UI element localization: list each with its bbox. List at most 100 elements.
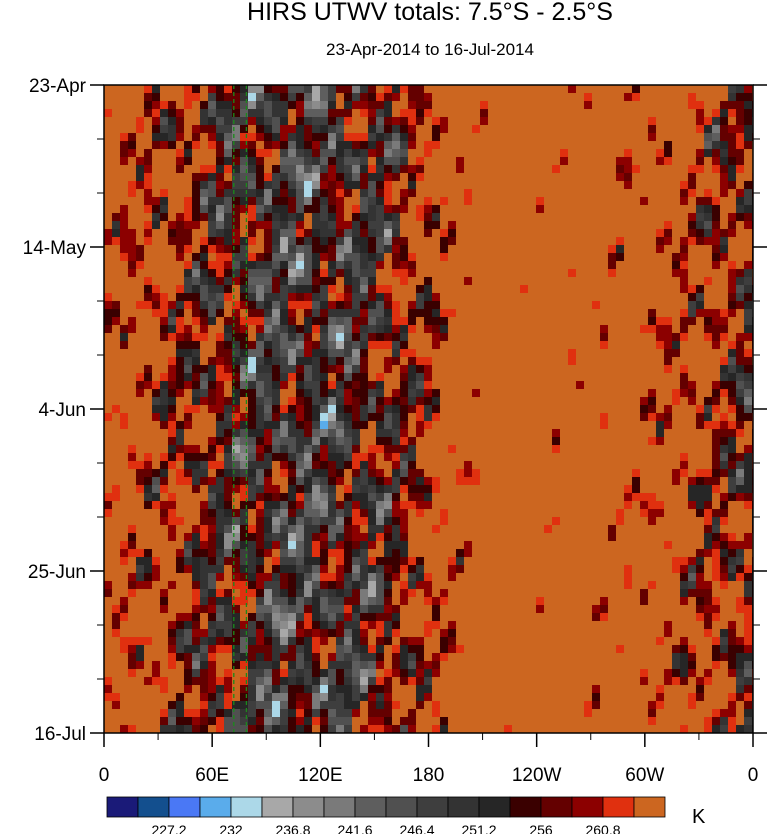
heatmap-cell: [424, 245, 433, 254]
heatmap-cell: [608, 125, 617, 134]
heatmap-cell: [648, 357, 657, 366]
heatmap-cell: [408, 541, 417, 550]
heatmap-cell: [616, 501, 625, 510]
heatmap-cell: [328, 245, 337, 254]
heatmap-cell: [728, 325, 737, 334]
heatmap-cell: [544, 485, 553, 494]
heatmap-cell: [424, 413, 433, 422]
heatmap-cell: [288, 253, 297, 262]
heatmap-cell: [584, 501, 593, 510]
heatmap-cell: [656, 221, 665, 230]
heatmap-cell: [440, 237, 449, 246]
heatmap-cell: [400, 525, 409, 534]
heatmap-cell: [232, 469, 241, 478]
heatmap-cell: [736, 477, 745, 486]
heatmap-cell: [576, 205, 585, 214]
heatmap-cell: [256, 485, 265, 494]
heatmap-cell: [504, 469, 513, 478]
heatmap-cell: [408, 333, 417, 342]
heatmap-cell: [744, 197, 753, 206]
heatmap-cell: [488, 557, 497, 566]
heatmap-cell: [632, 269, 641, 278]
heatmap-cell: [744, 101, 753, 110]
heatmap-cell: [704, 421, 713, 430]
heatmap-cell: [128, 93, 137, 102]
heatmap-cell: [416, 285, 425, 294]
heatmap-cell: [624, 517, 633, 526]
heatmap-cell: [136, 237, 145, 246]
heatmap-cell: [600, 317, 609, 326]
heatmap-cell: [608, 373, 617, 382]
heatmap-cell: [688, 101, 697, 110]
heatmap-cell: [472, 485, 481, 494]
heatmap-cell: [176, 309, 185, 318]
heatmap-cell: [568, 437, 577, 446]
heatmap-cell: [232, 205, 241, 214]
heatmap-cell: [424, 133, 433, 142]
heatmap-cell: [600, 229, 609, 238]
heatmap-cell: [136, 117, 145, 126]
heatmap-cell: [600, 525, 609, 534]
heatmap-cell: [640, 245, 649, 254]
heatmap-cell: [312, 357, 321, 366]
heatmap-cell: [632, 141, 641, 150]
heatmap-cell: [664, 565, 673, 574]
heatmap-cell: [496, 173, 505, 182]
heatmap-cell: [216, 109, 225, 118]
heatmap-cell: [400, 173, 409, 182]
heatmap-cell: [640, 293, 649, 302]
heatmap-cell: [464, 189, 473, 198]
heatmap-cell: [688, 373, 697, 382]
heatmap-cell: [672, 125, 681, 134]
heatmap-cell: [592, 381, 601, 390]
heatmap-cell: [496, 317, 505, 326]
heatmap-cell: [712, 421, 721, 430]
heatmap-cell: [680, 533, 689, 542]
heatmap-cell: [624, 237, 633, 246]
heatmap-cell: [696, 205, 705, 214]
heatmap-cell: [192, 221, 201, 230]
heatmap-cell: [328, 309, 337, 318]
heatmap-cell: [376, 461, 385, 470]
heatmap-cell: [512, 365, 521, 374]
heatmap-cell: [288, 365, 297, 374]
heatmap-cell: [192, 341, 201, 350]
heatmap-cell: [296, 173, 305, 182]
heatmap-cell: [608, 341, 617, 350]
heatmap-cell: [680, 525, 689, 534]
heatmap-cell: [520, 501, 529, 510]
heatmap-cell: [392, 117, 401, 126]
heatmap-cell: [328, 365, 337, 374]
heatmap-cell: [632, 557, 641, 566]
heatmap-cell: [128, 165, 137, 174]
heatmap-cell: [248, 117, 257, 126]
heatmap-cell: [496, 517, 505, 526]
heatmap-cell: [688, 517, 697, 526]
heatmap-cell: [512, 125, 521, 134]
heatmap-cell: [272, 293, 281, 302]
heatmap-cell: [544, 181, 553, 190]
heatmap-cell: [640, 421, 649, 430]
heatmap-cell: [576, 109, 585, 118]
heatmap-cell: [536, 533, 545, 542]
heatmap-cell: [408, 269, 417, 278]
heatmap-cell: [320, 397, 329, 406]
heatmap-cell: [488, 125, 497, 134]
heatmap-cell: [320, 133, 329, 142]
heatmap-cell: [280, 509, 289, 518]
heatmap-cell: [528, 173, 537, 182]
heatmap-cell: [640, 109, 649, 118]
heatmap-cell: [352, 101, 361, 110]
heatmap-cell: [416, 429, 425, 438]
heatmap-cell: [440, 461, 449, 470]
heatmap-cell: [624, 325, 633, 334]
heatmap-cell: [520, 293, 529, 302]
heatmap-cell: [256, 197, 265, 206]
heatmap-cell: [632, 253, 641, 262]
heatmap-cell: [576, 133, 585, 142]
heatmap-cell: [672, 453, 681, 462]
heatmap-cell: [192, 125, 201, 134]
heatmap-cell: [280, 429, 289, 438]
heatmap-cell: [712, 445, 721, 454]
heatmap-cell: [288, 309, 297, 318]
